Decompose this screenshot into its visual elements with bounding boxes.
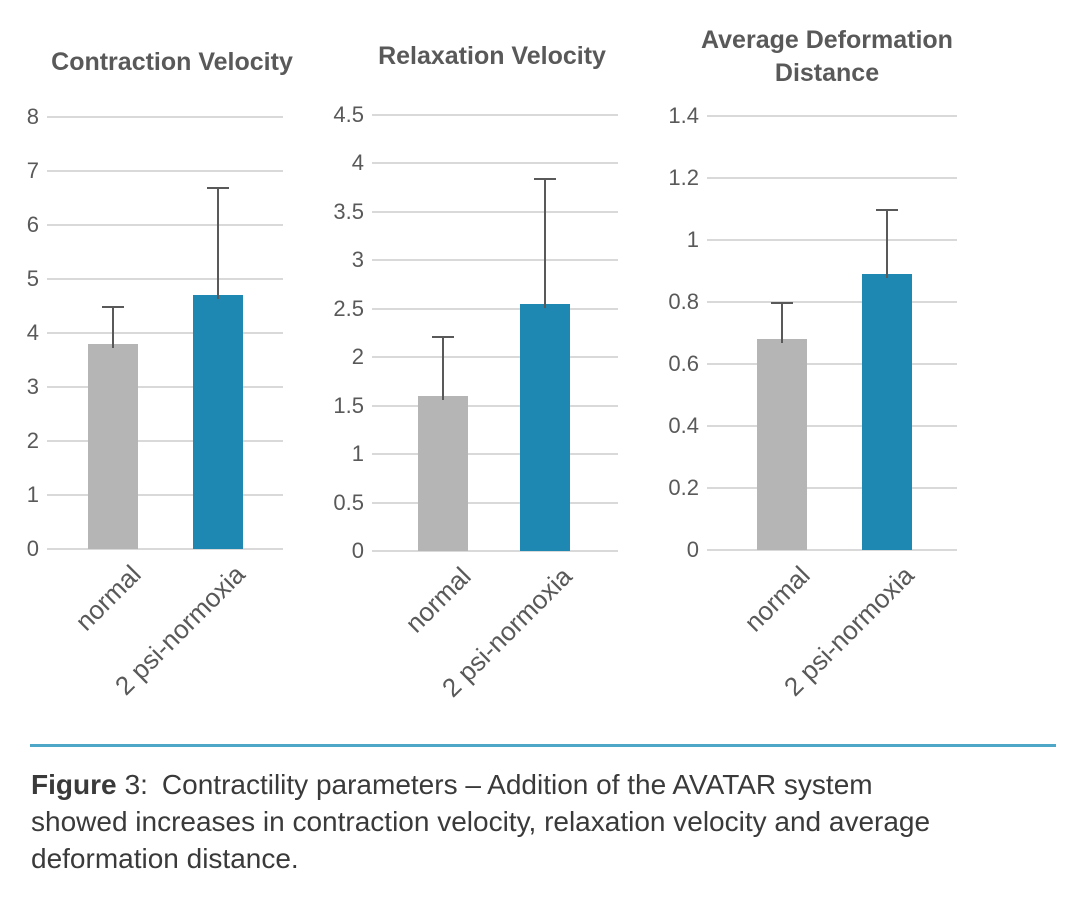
x-category-label-normal: normal: [737, 560, 816, 638]
x-category-label-normal: normal: [398, 561, 477, 639]
figure-caption-line1: Contractility parameters – Addition of t…: [161, 769, 873, 800]
figure-caption-line2: showed increases in contraction velocity…: [31, 806, 931, 837]
gridline-y-0: [47, 548, 283, 550]
y-tick-label-0.8: 0.8: [668, 289, 699, 314]
bar-2-psi-normoxia: [862, 274, 912, 550]
y-tick-label-3: 3: [26, 374, 39, 399]
gridline-y-1: [47, 494, 283, 496]
gridline-y-3: [372, 259, 618, 261]
figure-caption-label: Figure: [31, 769, 117, 800]
y-tick-label-0.6: 0.6: [668, 351, 699, 376]
gridline-y-0.6: [707, 363, 957, 365]
error-bar-cap: [432, 336, 454, 338]
error-bar-cap: [102, 306, 124, 308]
gridline-y-0: [372, 550, 618, 552]
y-tick-label-1: 1: [686, 227, 699, 252]
gridline-y-1.2: [707, 177, 957, 179]
gridline-y-0.4: [707, 425, 957, 427]
y-tick-label-7: 7: [26, 158, 39, 183]
gridline-y-2.5: [372, 308, 618, 310]
y-tick-label-1.5: 1.5: [333, 393, 364, 418]
y-tick-label-6: 6: [26, 212, 39, 237]
y-tick-label-0: 0: [686, 537, 699, 562]
figure-caption: Figure 3: Contractility parameters – Addit…: [31, 766, 1041, 877]
y-tick-label-0: 0: [26, 536, 39, 561]
chart-title: Contraction Velocity: [51, 48, 293, 76]
gridline-y-0: [707, 549, 957, 551]
gridline-y-3: [47, 386, 283, 388]
gridline-y-0.5: [372, 502, 618, 504]
error-bar-line: [781, 302, 783, 343]
gridline-y-0.8: [707, 301, 957, 303]
y-tick-label-0: 0: [351, 538, 364, 563]
bar-normal: [88, 344, 138, 549]
y-tick-label-8: 8: [26, 104, 39, 129]
bar-2-psi-normoxia: [193, 295, 243, 549]
error-bar-line: [442, 336, 444, 400]
gridline-y-6: [47, 224, 283, 226]
y-tick-label-5: 5: [26, 266, 39, 291]
gridline-y-4.5: [372, 114, 618, 116]
y-tick-label-3: 3: [351, 247, 364, 272]
y-tick-label-4.5: 4.5: [333, 102, 364, 127]
gridline-y-8: [47, 116, 283, 118]
gridline-y-2: [372, 356, 618, 358]
gridline-y-0.2: [707, 487, 957, 489]
bar-normal: [418, 396, 468, 551]
error-bar-line: [544, 178, 546, 308]
gridline-y-3.5: [372, 211, 618, 213]
y-tick-label-1.4: 1.4: [668, 103, 699, 128]
gridline-y-4: [47, 332, 283, 334]
y-tick-label-1: 1: [351, 441, 364, 466]
bar-2-psi-normoxia: [520, 304, 570, 551]
error-bar-line: [217, 187, 219, 299]
y-tick-label-0.5: 0.5: [333, 490, 364, 515]
bar-normal: [757, 339, 807, 550]
error-bar-cap: [534, 178, 556, 180]
y-tick-label-2: 2: [26, 428, 39, 453]
y-tick-label-4: 4: [26, 320, 39, 345]
y-tick-label-1: 1: [26, 482, 39, 507]
y-tick-label-0.2: 0.2: [668, 475, 699, 500]
y-tick-label-3.5: 3.5: [333, 199, 364, 224]
gridline-y-2: [47, 440, 283, 442]
error-bar-cap: [771, 302, 793, 304]
figure-caption-line3: deformation distance.: [31, 843, 299, 874]
gridline-y-1.4: [707, 115, 957, 117]
gridline-y-1.5: [372, 405, 618, 407]
chart-title: Average Deformation Distance: [701, 26, 953, 87]
y-tick-label-2: 2: [351, 344, 364, 369]
error-bar-cap: [207, 187, 229, 189]
y-tick-label-4: 4: [351, 150, 364, 175]
error-bar-line: [112, 306, 114, 348]
chart-title: Relaxation Velocity: [378, 42, 606, 70]
y-tick-label-2.5: 2.5: [333, 296, 364, 321]
figure-caption-number: 3:: [124, 769, 148, 800]
error-bar-line: [886, 209, 888, 278]
x-category-label-normal: normal: [68, 559, 147, 637]
gridline-y-1: [372, 453, 618, 455]
error-bar-cap: [876, 209, 898, 211]
gridline-y-7: [47, 170, 283, 172]
gridline-y-4: [372, 162, 618, 164]
gridline-y-5: [47, 278, 283, 280]
gridline-y-1: [707, 239, 957, 241]
y-tick-label-0.4: 0.4: [668, 413, 699, 438]
caption-divider-rule: [30, 744, 1056, 747]
y-tick-label-1.2: 1.2: [668, 165, 699, 190]
